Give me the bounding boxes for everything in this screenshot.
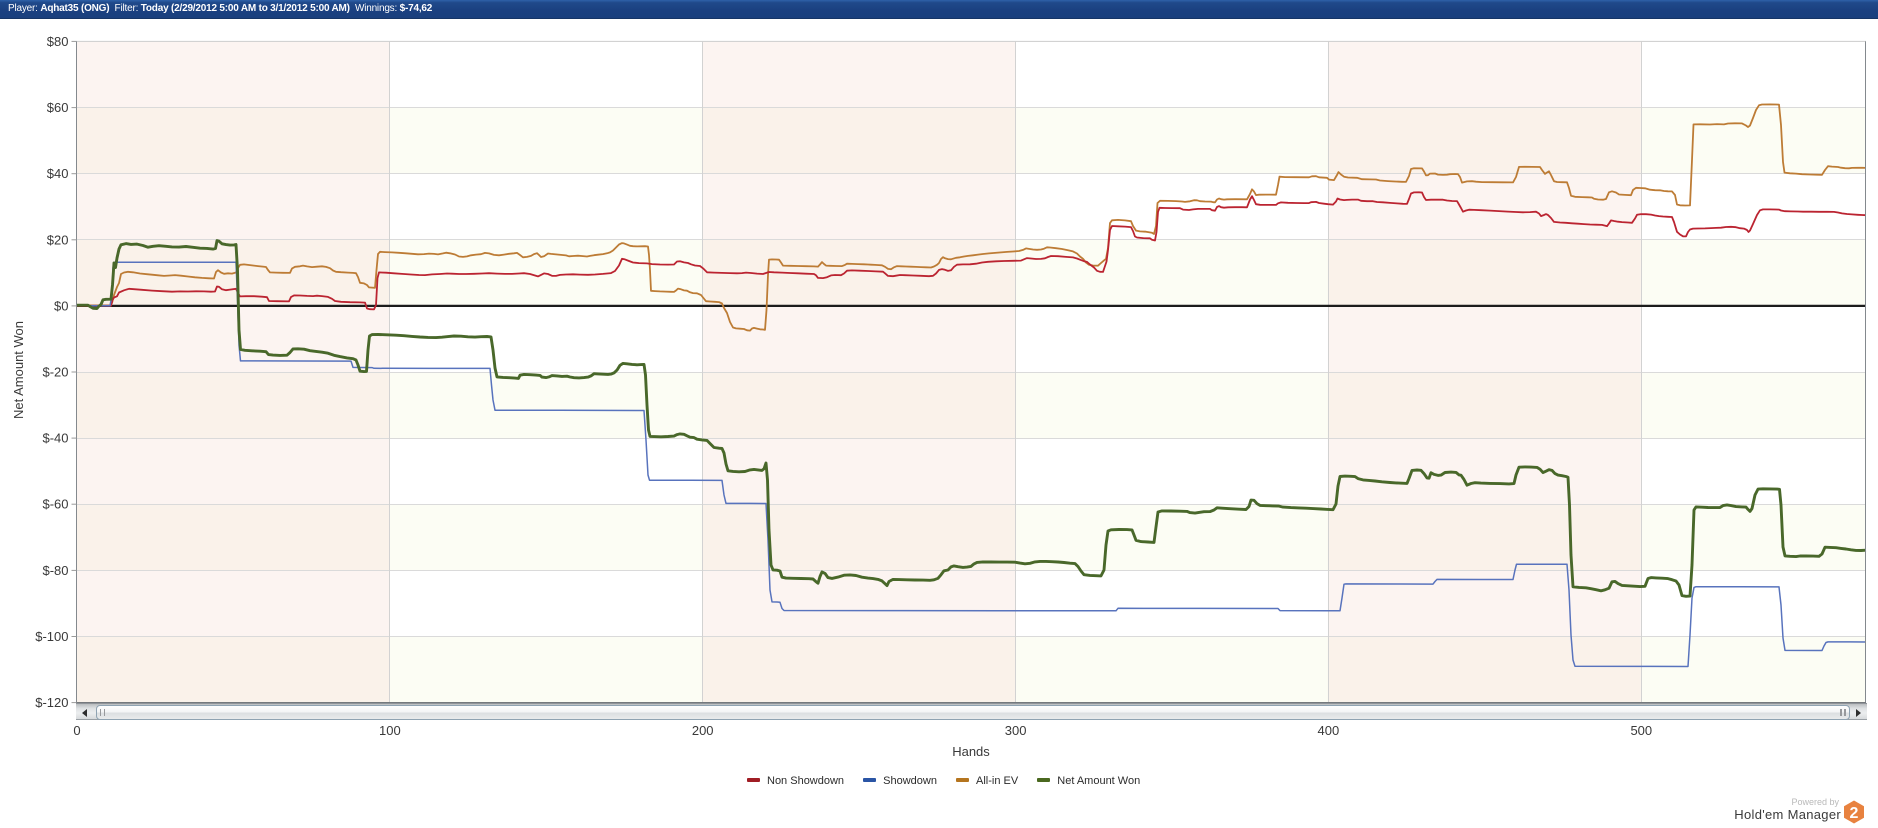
svg-text:200: 200 — [692, 723, 714, 738]
svg-text:$80: $80 — [47, 34, 69, 49]
svg-text:$-120: $-120 — [35, 695, 68, 710]
svg-text:0: 0 — [73, 723, 80, 738]
svg-text:100: 100 — [379, 723, 401, 738]
svg-text:Hands: Hands — [952, 744, 990, 759]
svg-text:$20: $20 — [47, 232, 69, 247]
svg-text:$-100: $-100 — [35, 629, 68, 644]
svg-text:400: 400 — [1318, 723, 1340, 738]
svg-text:300: 300 — [1005, 723, 1027, 738]
svg-text:$0: $0 — [54, 298, 68, 313]
svg-text:500: 500 — [1630, 723, 1652, 738]
svg-text:2: 2 — [1850, 805, 1859, 822]
svg-text:$40: $40 — [47, 166, 69, 181]
svg-text:Net Amount Won: Net Amount Won — [11, 321, 26, 419]
svg-text:$60: $60 — [47, 100, 69, 115]
svg-text:$-80: $-80 — [42, 563, 68, 578]
svg-text:$-60: $-60 — [42, 497, 68, 512]
svg-text:$-20: $-20 — [42, 365, 68, 380]
svg-text:$-40: $-40 — [42, 431, 68, 446]
